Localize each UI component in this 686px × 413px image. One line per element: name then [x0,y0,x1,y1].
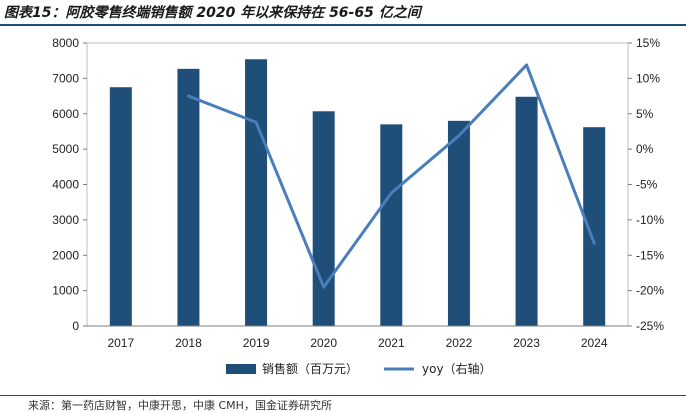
x-tick-label: 2020 [310,336,337,350]
y-left-tick-label: 0 [72,319,79,333]
y-left-tick-label: 2000 [52,248,79,262]
legend: 销售额（百万元） yoy（右轴） [226,361,492,376]
source-divider [0,395,686,396]
y-left-tick-label: 7000 [52,71,79,85]
y-right-tick-label: -25% [636,319,664,333]
x-tick-label: 2019 [243,336,270,350]
plot-area-border [87,43,628,326]
legend-label-line: yoy（右轴） [422,361,492,376]
bar-2019 [245,59,267,326]
y-right-tick-label: 10% [636,71,660,85]
legend-swatch-bar [226,364,256,374]
x-tick-label: 2022 [446,336,473,350]
x-tick-label: 2021 [378,336,405,350]
bar-2022 [448,121,470,326]
y-left-tick-label: 1000 [52,284,79,298]
bar-series [110,59,605,326]
y-left-tick-label: 3000 [52,213,79,227]
source-note: 来源：第一药店财智，中康开思，中康 CMH，国金证券研究所 [28,397,332,413]
x-tick-label: 2018 [175,336,202,350]
x-tick-label: 2017 [107,336,134,350]
y-right-tick-label: 0% [636,142,654,156]
axes: 0 1000 2000 3000 4000 5000 6000 7000 8000 -25% -20… [52,36,664,350]
bar-2021 [380,124,402,326]
bar-2023 [516,97,538,326]
y-left-tick-label: 8000 [52,36,79,50]
bar-2018 [177,69,199,326]
bar-2017 [110,87,132,326]
x-tick-label: 2024 [581,336,608,350]
y-right-tick-label: -15% [636,248,664,262]
legend-label-bar: 销售额（百万元） [262,361,358,376]
y-right-tick-label: -5% [636,178,658,192]
y-right-tick-label: 5% [636,107,654,121]
y-right-tick-label: -10% [636,213,664,227]
y-left-tick-label: 6000 [52,107,79,121]
y-left-tick-label: 5000 [52,142,79,156]
y-right-tick-label: 15% [636,36,660,50]
plot-frame [87,43,628,326]
y-right-tick-label: -20% [636,284,664,298]
bar-2020 [313,111,335,326]
x-tick-label: 2023 [513,336,540,350]
y-left-tick-label: 4000 [52,178,79,192]
